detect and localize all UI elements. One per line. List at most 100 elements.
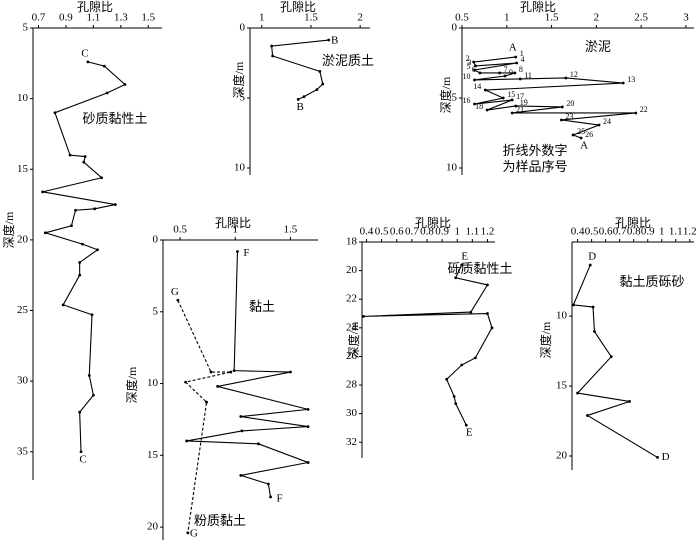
point [483, 88, 487, 92]
point [513, 71, 517, 75]
point [61, 303, 65, 307]
x-tick-label: 1 [454, 226, 460, 238]
point [576, 391, 580, 395]
point [460, 363, 464, 367]
y-tick-label: 26 [346, 350, 358, 362]
point [123, 83, 127, 86]
x-tick-label: 1.5 [304, 12, 318, 24]
point [514, 55, 518, 59]
x-axis-title: 孔隙比 [77, 0, 113, 14]
y-tick-label: 30 [346, 407, 358, 419]
y-tick-label: 20 [346, 264, 358, 276]
note: 为样品序号 [502, 159, 567, 174]
point [321, 82, 325, 86]
series-line [271, 39, 329, 100]
y-tick-label: 18 [346, 236, 358, 248]
x-tick-label: 1.1 [87, 12, 101, 24]
point [454, 402, 458, 406]
point [78, 410, 82, 414]
point [87, 374, 91, 377]
series-name: 淤泥质土 [322, 53, 374, 68]
x-tick-label: 0.8 [420, 226, 434, 238]
y-tick-label: 20 [17, 233, 29, 245]
x-tick-label: 1.1 [465, 226, 479, 238]
point [296, 98, 300, 101]
point [102, 64, 106, 68]
point [628, 400, 631, 403]
point-label: 1 [520, 49, 524, 58]
x-tick-label: 2 [357, 12, 363, 24]
point-label: 16 [463, 96, 471, 105]
point [289, 370, 292, 374]
point [105, 91, 109, 95]
point [572, 303, 575, 307]
y-tick-label: 5 [240, 92, 246, 104]
point [78, 261, 82, 264]
x-tick-label: 2.5 [634, 12, 648, 24]
x-tick-label: 1.2 [481, 226, 495, 238]
end-label: C [79, 453, 86, 465]
point [472, 60, 476, 64]
x-tick-label: 0.6 [599, 226, 613, 238]
y-tick-label: 20 [556, 450, 568, 462]
end-label: B [297, 101, 304, 113]
series-name: 砂质黏性土 [82, 111, 147, 126]
x-tick-label: 0.7 [613, 226, 627, 238]
series-line [572, 264, 658, 458]
y-tick-label: 10 [446, 162, 458, 174]
point [515, 61, 519, 65]
point-label: 23 [565, 112, 573, 121]
y-axis-title: 深度/m [1, 211, 16, 248]
point [452, 395, 456, 398]
point [498, 71, 502, 75]
point [510, 98, 514, 102]
point [216, 385, 220, 388]
point [597, 123, 601, 127]
x-tick-label: 0.5 [455, 12, 469, 24]
point [93, 207, 97, 211]
point-label: 9 [509, 68, 513, 77]
point [70, 224, 73, 228]
y-tick-label: 0 [153, 234, 159, 246]
y-tick-label: 24 [346, 321, 358, 333]
x-tick-label: 2 [594, 12, 600, 24]
y-tick-label: 15 [17, 163, 29, 175]
point [86, 60, 90, 64]
x-tick-label: 0.4 [360, 226, 374, 238]
point-label: 15 [507, 90, 515, 99]
point-label: 10 [463, 72, 471, 81]
point [185, 439, 189, 443]
point [564, 76, 568, 80]
point [239, 474, 243, 477]
point [318, 70, 322, 73]
x-tick-label: 0.9 [435, 226, 449, 238]
x-tick-label: 0.5 [585, 226, 599, 238]
x-tick-label: 0.5 [375, 226, 389, 238]
point-label: 3 [467, 58, 471, 67]
end-label: C [81, 47, 88, 59]
x-tick-label: 0.7 [405, 226, 419, 238]
x-tick-label: 1 [504, 12, 510, 24]
point-label: 8 [519, 65, 523, 74]
y-tick-label: 32 [346, 436, 357, 448]
point [236, 250, 239, 253]
end-label: E [466, 427, 473, 439]
y-tick-label: 10 [556, 310, 568, 322]
series-line [177, 300, 231, 533]
point [78, 273, 82, 277]
point [113, 203, 117, 206]
point [579, 136, 583, 140]
x-tick-label: 0.4 [571, 226, 585, 238]
point [486, 283, 489, 287]
point [306, 425, 310, 429]
point [362, 314, 365, 318]
point [586, 414, 589, 417]
point-label: 17 [516, 92, 524, 101]
point [271, 54, 275, 58]
end-label: A [509, 42, 517, 54]
point [209, 370, 213, 374]
series-name: 淤泥 [585, 39, 611, 54]
point [560, 118, 563, 122]
y-tick-label: 28 [346, 379, 358, 391]
point [464, 423, 468, 427]
